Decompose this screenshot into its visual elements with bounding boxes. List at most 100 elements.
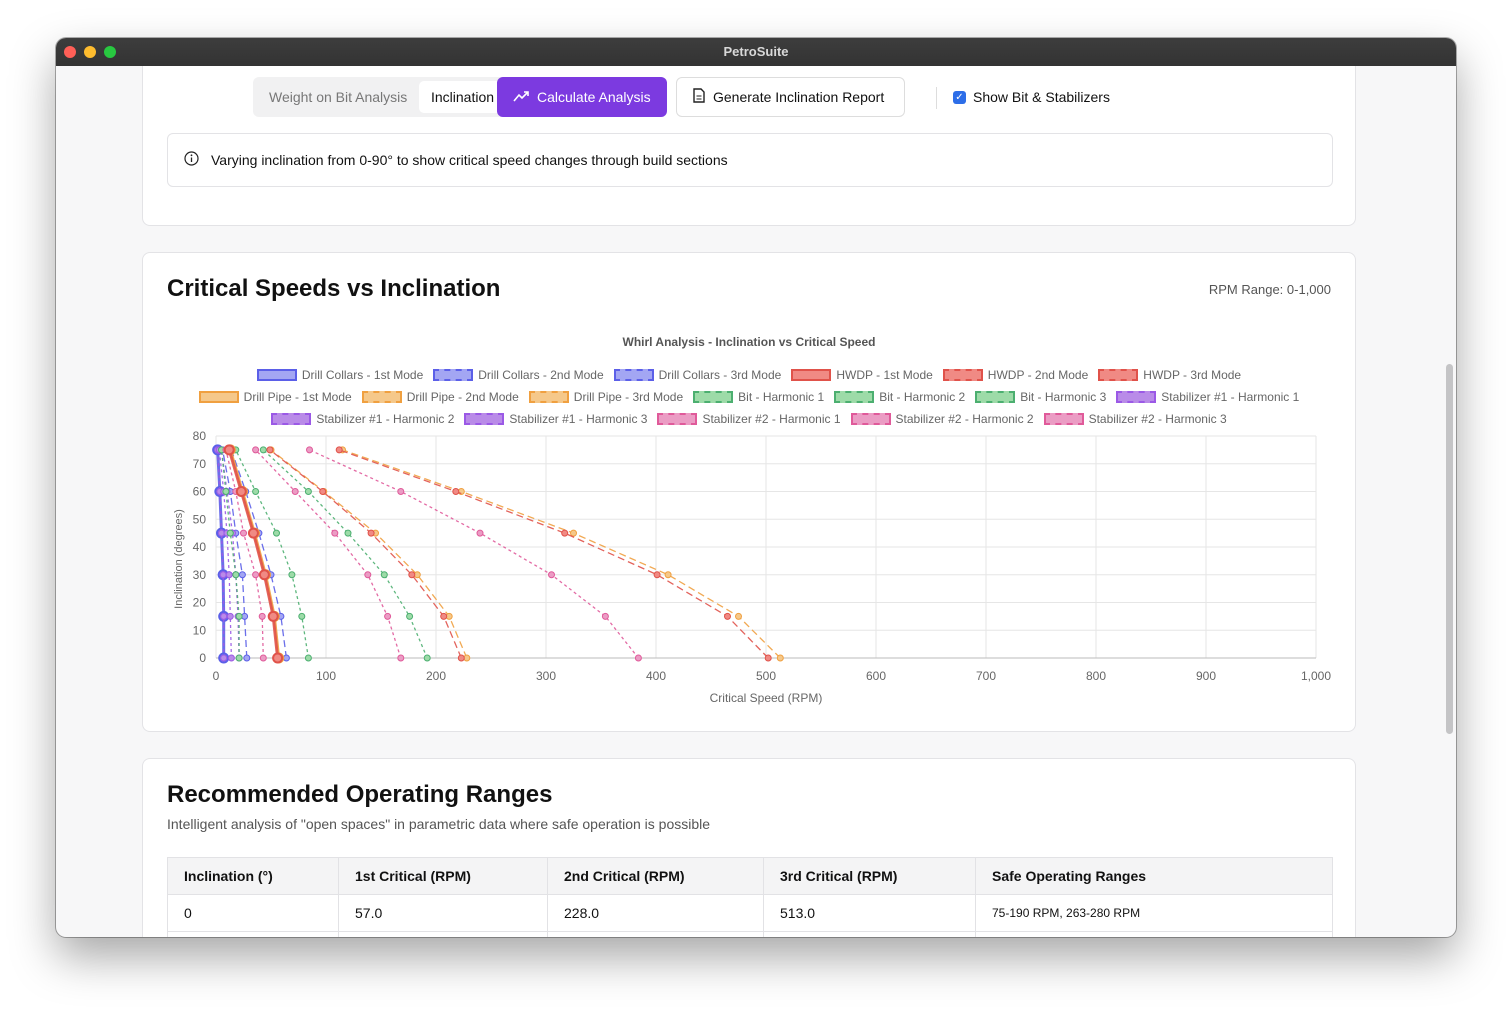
title-bar: PetroSuite (56, 38, 1456, 66)
legend-swatch (693, 391, 734, 403)
legend-row: Stabilizer #1 - Harmonic 2 Stabilizer #1 … (143, 408, 1355, 430)
window-title: PetroSuite (723, 44, 789, 59)
legend-item[interactable]: Bit - Harmonic 2 (834, 390, 965, 404)
legend-label: Stabilizer #1 - Harmonic 3 (509, 412, 648, 426)
legend-label: Stabilizer #2 - Harmonic 1 (702, 412, 841, 426)
legend-item[interactable]: Stabilizer #1 - Harmonic 3 (464, 412, 647, 426)
cell-3rd-critical: 513.0 (763, 894, 976, 932)
x-tick-label: 300 (536, 669, 556, 683)
legend-item[interactable]: Drill Pipe - 1st Mode (198, 390, 352, 404)
legend-label: Stabilizer #2 - Harmonic 3 (1088, 412, 1227, 426)
legend-label: Drill Pipe - 1st Mode (243, 390, 352, 404)
legend-item[interactable]: Stabilizer #2 - Harmonic 1 (657, 412, 841, 426)
series-line (342, 449, 781, 659)
y-tick-label: 80 (193, 429, 207, 443)
x-tick-label: 100 (316, 669, 336, 683)
app-window: PetroSuite Weight on Bit Analysis Inclin… (56, 38, 1456, 937)
calculate-analysis-button[interactable]: Calculate Analysis (497, 77, 667, 117)
data-point (226, 612, 234, 620)
series-line (230, 449, 288, 659)
header-safe-ranges: Safe Operating Ranges (975, 857, 1333, 895)
chart-legend: Drill Collars - 1st Mode Drill Collars - … (143, 364, 1355, 430)
info-text: Varying inclination from 0-90° to show c… (211, 152, 728, 168)
x-tick-label: 800 (1086, 669, 1106, 683)
series-line (225, 449, 264, 659)
legend-item[interactable]: Stabilizer #2 - Harmonic 3 (1043, 412, 1227, 426)
data-point (735, 612, 742, 620)
legend-item[interactable]: Drill Collars - 1st Mode (256, 368, 423, 382)
data-point (282, 654, 290, 662)
critical-speeds-card: Critical Speeds vs Inclination RPM Range… (142, 252, 1356, 732)
divider (936, 87, 937, 109)
operating-ranges-card: Recommended Operating Ranges Intelligent… (142, 758, 1356, 937)
data-point (273, 529, 280, 537)
maximize-window-button[interactable] (104, 46, 116, 58)
legend-item[interactable]: HWDP - 3rd Mode (1098, 368, 1241, 382)
data-point (570, 529, 577, 537)
legend-swatch (850, 413, 891, 425)
show-bit-stabilizers-toggle[interactable]: ✓ Show Bit & Stabilizers (953, 87, 1110, 107)
legend-label: Bit - Harmonic 3 (1020, 390, 1107, 404)
legend-swatch (791, 369, 832, 381)
data-point (319, 488, 327, 495)
legend-item[interactable]: Drill Pipe - 3rd Mode (528, 390, 683, 404)
data-point (457, 654, 465, 662)
data-point (240, 529, 247, 537)
legend-item[interactable]: Bit - Harmonic 3 (975, 390, 1106, 404)
series-line (269, 449, 462, 659)
y-tick-label: 30 (193, 568, 207, 582)
y-tick-label: 60 (193, 485, 207, 499)
data-point (408, 571, 416, 579)
legend-label: Drill Collars - 3rd Mode (658, 368, 782, 382)
checkbox-checked-icon[interactable]: ✓ (953, 90, 966, 104)
legend-item[interactable]: Bit - Harmonic 1 (693, 390, 824, 404)
y-tick-label: 20 (193, 596, 207, 610)
legend-label: Drill Pipe - 2nd Mode (406, 390, 519, 404)
legend-item[interactable]: Drill Collars - 3rd Mode (613, 368, 782, 382)
x-tick-label: 400 (646, 669, 666, 683)
x-tick-label: 1,000 (1301, 669, 1331, 683)
data-point (235, 612, 243, 620)
data-point (247, 527, 259, 539)
data-point (344, 529, 352, 537)
series-line (235, 449, 310, 659)
table-row (167, 931, 1333, 937)
legend-item[interactable]: HWDP - 2nd Mode (942, 368, 1088, 382)
data-point (304, 654, 312, 662)
series-line (217, 449, 225, 658)
legend-item[interactable]: Drill Pipe - 2nd Mode (361, 390, 519, 404)
close-window-button[interactable] (64, 46, 76, 58)
scrollbar-thumb[interactable] (1446, 364, 1453, 734)
legend-label: Stabilizer #1 - Harmonic 2 (316, 412, 455, 426)
data-point (397, 488, 405, 495)
legend-label: HWDP - 1st Mode (836, 368, 933, 382)
data-point (235, 486, 247, 497)
ranges-title: Recommended Operating Ranges (167, 781, 553, 808)
data-point (423, 654, 431, 662)
tab-weight-on-bit[interactable]: Weight on Bit Analysis (269, 89, 408, 105)
header-1st-critical: 1st Critical (RPM) (338, 857, 548, 895)
data-point (291, 488, 299, 495)
data-point (476, 529, 484, 537)
legend-item[interactable]: HWDP - 1st Mode (791, 368, 933, 382)
data-point (384, 612, 392, 620)
legend-item[interactable]: Stabilizer #2 - Harmonic 2 (850, 412, 1034, 426)
ranges-table: Inclination (°) 1st Critical (RPM) 2nd C… (167, 857, 1333, 937)
legend-label: Stabilizer #2 - Harmonic 2 (895, 412, 1034, 426)
minimize-window-button[interactable] (84, 46, 96, 58)
data-point (220, 654, 228, 662)
legend-item[interactable]: Stabilizer #1 - Harmonic 1 (1116, 390, 1299, 404)
table-row: 0 57.0 228.0 513.0 75-190 RPM, 263-280 R… (167, 894, 1333, 932)
x-tick-label: 700 (976, 669, 996, 683)
series-line (221, 449, 248, 659)
legend-label: Stabilizer #1 - Harmonic 1 (1161, 390, 1300, 404)
data-point (220, 612, 228, 620)
legend-item[interactable]: Drill Collars - 2nd Mode (433, 368, 604, 382)
legend-item[interactable]: Stabilizer #1 - Harmonic 2 (271, 412, 454, 426)
legend-label: Bit - Harmonic 2 (879, 390, 966, 404)
generate-report-button[interactable]: Generate Inclination Report (676, 77, 905, 117)
data-point (259, 446, 267, 454)
data-point (258, 612, 266, 620)
legend-swatch (657, 413, 698, 425)
section-title: Critical Speeds vs Inclination (167, 275, 501, 302)
